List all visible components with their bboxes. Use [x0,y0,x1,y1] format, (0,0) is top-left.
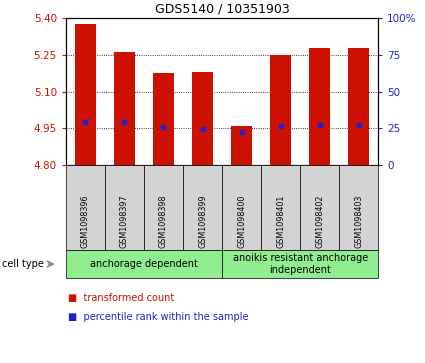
Text: cell type: cell type [2,259,44,269]
Text: GSM1098401: GSM1098401 [276,194,285,248]
Text: GSM1098400: GSM1098400 [237,194,246,248]
Bar [231,126,252,165]
Bar [270,55,292,165]
Text: ■  percentile rank within the sample: ■ percentile rank within the sample [68,311,249,322]
Text: GSM1098397: GSM1098397 [120,194,129,248]
Text: GSM1098402: GSM1098402 [315,194,324,248]
Text: anoikis resistant anchorage
independent: anoikis resistant anchorage independent [232,253,368,275]
Bar [192,72,213,165]
Text: GSM1098396: GSM1098396 [81,194,90,248]
Bar [75,24,96,165]
Bar [309,48,330,165]
Bar [348,48,369,165]
Title: GDS5140 / 10351903: GDS5140 / 10351903 [155,3,289,16]
Text: anchorage dependent: anchorage dependent [90,259,198,269]
Bar [114,53,135,165]
Bar [153,73,174,165]
Text: GSM1098399: GSM1098399 [198,194,207,248]
Text: GSM1098398: GSM1098398 [159,194,168,248]
Text: ■  transformed count: ■ transformed count [68,293,174,303]
Text: GSM1098403: GSM1098403 [354,194,363,248]
